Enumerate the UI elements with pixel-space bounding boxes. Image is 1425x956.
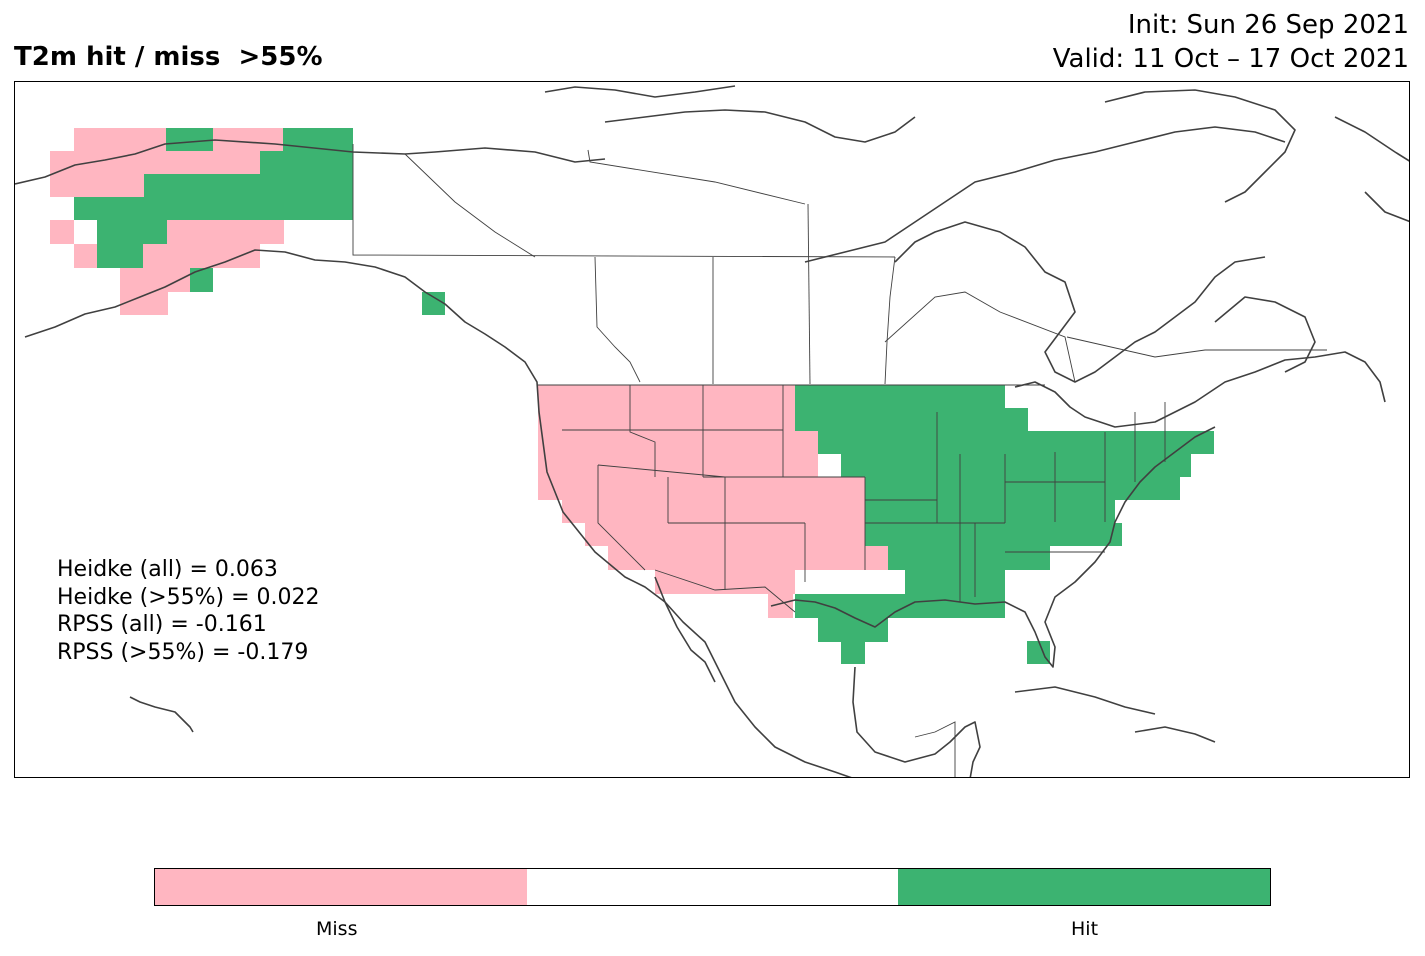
map-title: T2m hit / miss >55% <box>14 42 323 72</box>
heidke-55: Heidke (>55%) = 0.022 <box>57 584 320 610</box>
init-date: Init: Sun 26 Sep 2021 <box>1127 10 1409 40</box>
colorbar <box>154 868 1271 906</box>
map-panel <box>14 81 1410 778</box>
coastlines <box>15 85 1409 777</box>
colorbar-hit <box>898 869 1271 905</box>
borders <box>352 144 1327 777</box>
rpss-55: RPSS (>55%) = -0.179 <box>57 639 309 665</box>
date-info: Init: Sun 26 Sep 2021 Valid: 11 Oct – 17… <box>1053 8 1409 76</box>
map-canvas <box>15 85 1409 777</box>
hit-cells <box>74 128 1214 664</box>
colorbar-label-miss: Miss <box>316 918 358 940</box>
skill-scores: Heidke (all) = 0.063 Heidke (>55%) = 0.0… <box>57 556 320 666</box>
valid-range: Valid: 11 Oct – 17 Oct 2021 <box>1052 44 1409 74</box>
heidke-all: Heidke (all) = 0.063 <box>57 557 278 582</box>
rpss-all: RPSS (all) = -0.161 <box>57 612 267 637</box>
colorbar-label-hit: Hit <box>1071 918 1099 940</box>
colorbar-neutral <box>526 869 899 905</box>
colorbar-miss <box>155 869 527 905</box>
